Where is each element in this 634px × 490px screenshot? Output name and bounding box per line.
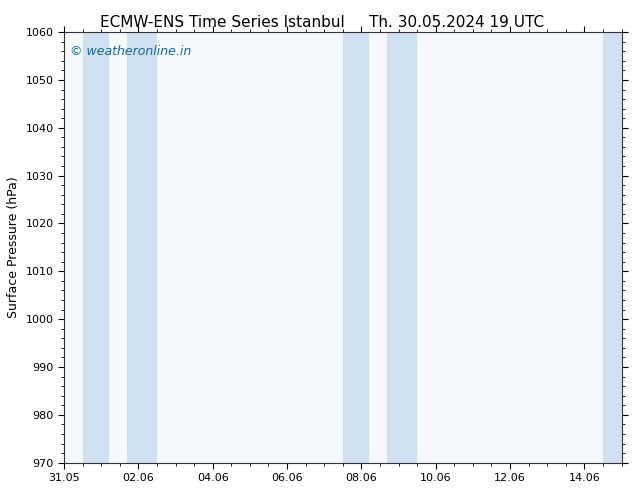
- Text: Th. 30.05.2024 19 UTC: Th. 30.05.2024 19 UTC: [369, 15, 544, 30]
- Bar: [343, 32, 369, 463]
- Bar: [127, 32, 157, 463]
- Y-axis label: Surface Pressure (hPa): Surface Pressure (hPa): [7, 176, 20, 318]
- Bar: [603, 32, 621, 463]
- Bar: [387, 32, 417, 463]
- Text: © weatheronline.in: © weatheronline.in: [70, 45, 191, 58]
- Text: ECMW-ENS Time Series Istanbul: ECMW-ENS Time Series Istanbul: [100, 15, 344, 30]
- Bar: [82, 32, 108, 463]
